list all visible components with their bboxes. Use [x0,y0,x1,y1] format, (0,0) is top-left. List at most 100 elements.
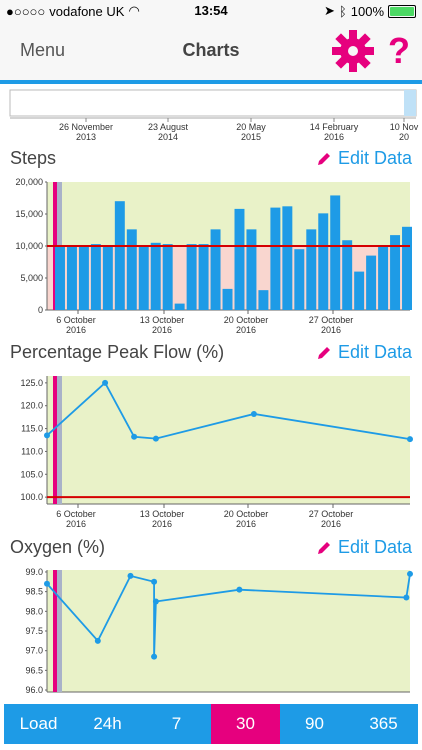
range-button-7[interactable]: 7 [171,714,182,733]
x-tick-label: 2016 [236,519,256,529]
steps-bar [174,303,185,310]
steps-bar [234,208,245,310]
range-button-90[interactable]: 90 [305,714,324,733]
steps-bar [66,246,77,310]
steps-bar [126,229,137,310]
y-tick-label: 0 [38,305,43,315]
data-point [44,432,50,439]
range-button-load[interactable]: Load [19,714,58,733]
steps-bar [246,229,257,310]
timeline-tick-label: 2014 [158,132,178,142]
today-marker [53,570,57,692]
clock: 13:54 [194,3,228,18]
steps-bar [366,255,377,310]
steps-bar [114,201,125,310]
series-line [46,381,411,440]
bluetooth-icon: ᛒ [338,3,347,19]
data-point [94,637,101,644]
oxygen-title: Oxygen (%) [10,537,106,557]
x-tick-label: 20 October [224,315,269,325]
y-tick-label: 5,000 [20,273,43,283]
today-marker [53,376,57,504]
data-point [44,580,50,587]
plot-background [47,570,410,692]
steps-bar [55,245,65,310]
steps-edit-label: Edit Data [338,148,413,168]
signal-icon: ●○○○○ [6,3,46,19]
steps-bar [378,246,389,310]
battery-percent: 100% [350,3,384,19]
peakflow-title: Percentage Peak Flow (%) [10,342,225,362]
x-tick-label: 27 October [309,315,354,325]
data-point [407,436,413,443]
x-tick-label: 20 October [224,509,269,519]
timeline-tick-label: 20 [399,132,409,142]
y-tick-label: 10,000 [15,241,43,251]
steps-bar [90,244,101,310]
steps-bar [342,240,353,310]
x-tick-label: 2016 [321,519,341,529]
status-bar: ●○○○○ vodafone UK ◠ 13:54 ➤ ᛒ 100% [0,0,422,22]
steps-bar [318,213,329,310]
steps-bar [330,195,341,310]
timeline-tick-label: 2013 [76,132,96,142]
y-tick-label: 97.0 [25,646,43,656]
help-button[interactable]: ? [388,30,410,71]
oxygen-edit-button[interactable]: Edit Data [316,537,412,558]
steps-bar [402,226,412,310]
x-tick-label: 2016 [66,325,86,335]
x-tick-label: 2016 [66,519,86,529]
y-tick-label: 120.0 [20,401,43,411]
steps-bar [102,246,113,310]
steps-bar [222,288,233,310]
timeline-tick-label: 14 February [310,122,359,132]
steps-bar [390,235,401,310]
today-marker-shadow [57,376,62,504]
today-marker-shadow [57,570,62,692]
x-tick-label: 2016 [236,325,256,335]
x-tick-label: 13 October [140,315,185,325]
data-point [403,594,410,601]
range-button-30[interactable]: 30 [211,704,280,744]
steps-bar [258,290,269,310]
data-point [127,572,134,579]
steps-bar [270,207,281,310]
x-tick-label: 2016 [152,325,172,335]
pencil-icon [318,346,330,359]
steps-bar [306,229,317,310]
range-selector: Load 24h 7 30 90 365 [4,704,418,744]
carrier-name: vodafone UK [49,3,125,19]
x-tick-label: 2016 [321,325,341,335]
steps-title: Steps [10,148,57,168]
nav-divider [0,80,422,84]
steps-edit-button[interactable]: Edit Data [316,148,412,169]
menu-button[interactable]: Menu [20,40,66,60]
steps-bar [282,206,293,310]
data-point [152,598,159,605]
steps-bar [78,245,89,310]
x-tick-label: 6 October [56,315,96,325]
steps-bar [150,242,161,310]
data-point [102,379,109,386]
steps-bar [210,229,221,310]
battery-icon [388,4,416,18]
peakflow-edit-button[interactable]: Edit Data [316,342,412,363]
plot-background [47,376,410,504]
status-right: ➤ ᛒ 100% [324,3,416,19]
x-tick-label: 13 October [140,509,185,519]
oxygen-chart: 96.0 96.5 97.0 97.5 98.0 98.5 99.0 [25,567,413,695]
timeline-tick-label: 2015 [241,132,261,142]
x-tick-label: 6 October [56,509,96,519]
settings-gear-icon[interactable] [330,28,376,74]
carrier-info: ●○○○○ vodafone UK ◠ [6,3,140,19]
range-button-365[interactable]: 365 [369,714,398,733]
pencil-icon [318,541,330,554]
pencil-icon [318,152,330,165]
oxygen-edit-label: Edit Data [338,537,413,557]
steps-bar [354,271,365,310]
y-tick-label: 96.5 [25,665,43,675]
range-button-24h[interactable]: 24h [93,714,122,733]
